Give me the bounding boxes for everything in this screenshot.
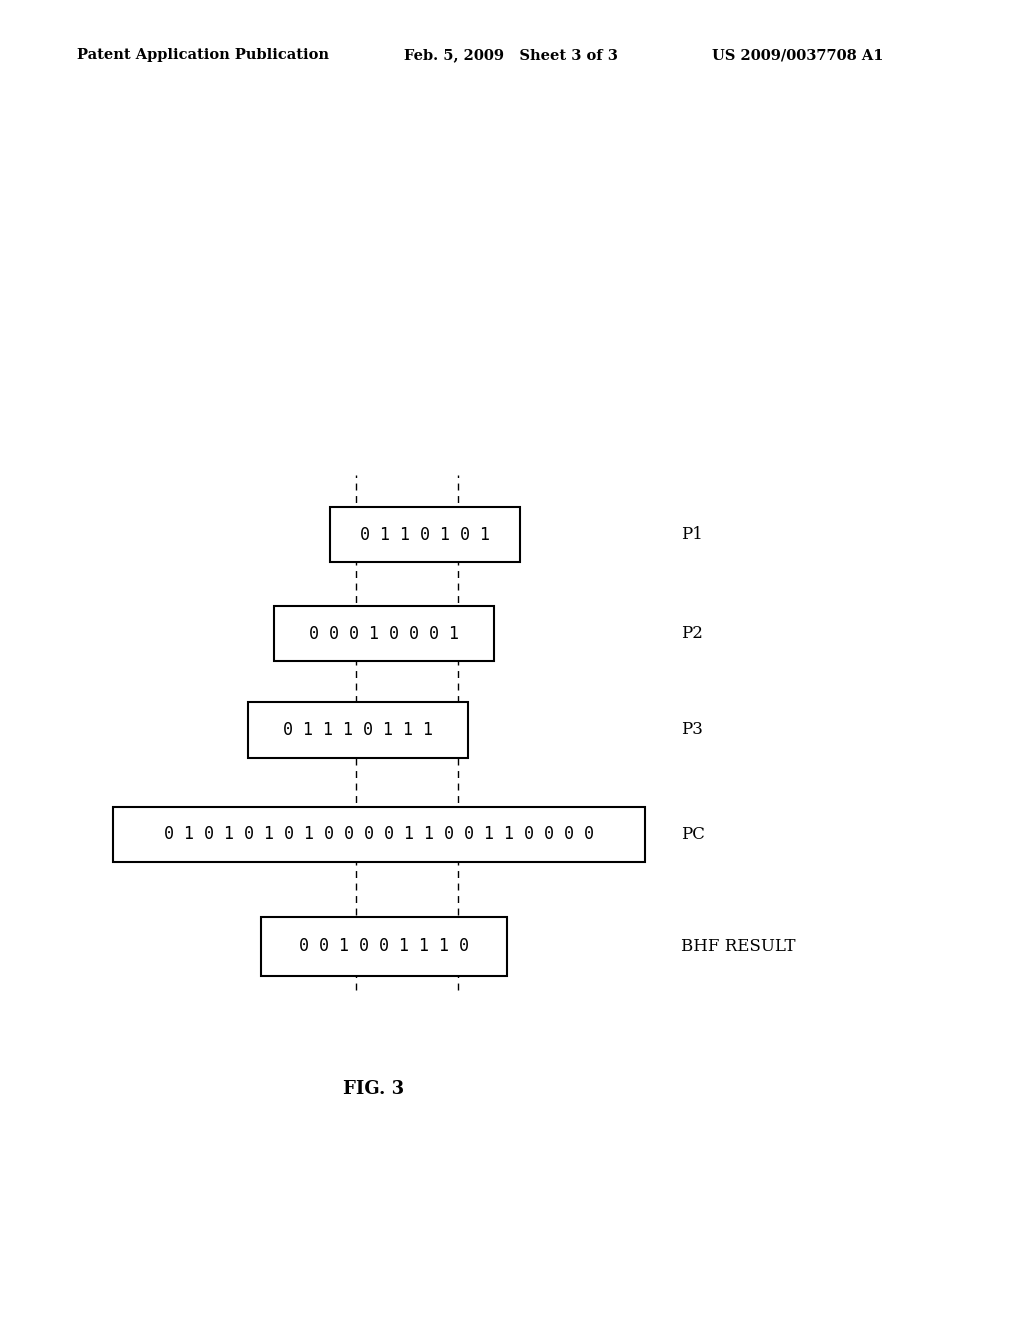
Text: Feb. 5, 2009   Sheet 3 of 3: Feb. 5, 2009 Sheet 3 of 3 xyxy=(404,49,618,62)
Bar xyxy=(330,507,520,562)
Text: BHF RESULT: BHF RESULT xyxy=(681,939,796,954)
Text: 0 0 1 0 0 1 1 1 0: 0 0 1 0 0 1 1 1 0 xyxy=(299,937,469,956)
Text: PC: PC xyxy=(681,826,705,842)
Text: P3: P3 xyxy=(681,722,702,738)
Bar xyxy=(274,606,495,661)
Text: 0 1 1 1 0 1 1 1: 0 1 1 1 0 1 1 1 xyxy=(284,721,433,739)
Text: 0 0 0 1 0 0 0 1: 0 0 0 1 0 0 0 1 xyxy=(309,624,459,643)
Text: FIG. 3: FIG. 3 xyxy=(343,1080,404,1098)
Bar xyxy=(261,917,507,977)
Text: US 2009/0037708 A1: US 2009/0037708 A1 xyxy=(712,49,883,62)
Bar xyxy=(113,807,645,862)
Text: P2: P2 xyxy=(681,626,702,642)
Text: Patent Application Publication: Patent Application Publication xyxy=(77,49,329,62)
Bar xyxy=(248,702,469,758)
Text: 0 1 0 1 0 1 0 1 0 0 0 0 1 1 0 0 1 1 0 0 0 0: 0 1 0 1 0 1 0 1 0 0 0 0 1 1 0 0 1 1 0 0 … xyxy=(164,825,594,843)
Text: 0 1 1 0 1 0 1: 0 1 1 0 1 0 1 xyxy=(360,525,489,544)
Text: P1: P1 xyxy=(681,527,702,543)
